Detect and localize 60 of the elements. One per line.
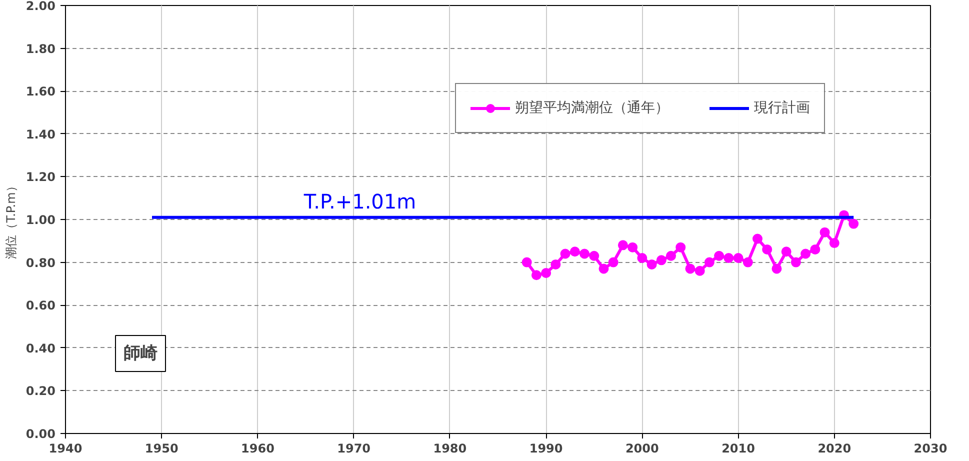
legend-label: 朔望平均満潮位（通年） [515,99,669,117]
point [724,253,734,264]
x-tick-label: 2030 [914,442,948,456]
point [646,259,657,270]
y-tick-label: 0.00 [26,427,56,441]
x-tick-label: 1980 [433,442,467,456]
point [608,257,618,268]
x-tick-label: 1940 [48,442,82,456]
point [598,264,609,274]
point [685,264,696,274]
y-tick-label: 1.80 [26,42,56,56]
x-tick-label: 1970 [337,442,371,456]
y-tick-label: 0.20 [26,384,56,398]
y-tick-label: 1.60 [26,84,56,99]
point [848,218,859,229]
x-tick-label: 2000 [625,442,659,456]
x-tick-label: 2010 [722,442,755,456]
point [676,242,686,252]
point [742,257,753,268]
point [781,246,792,257]
point [589,250,600,261]
y-tick-label: 0.40 [26,341,56,356]
point [656,255,666,266]
y-tick-label: 0.60 [26,298,56,313]
y-tick-label: 0.80 [26,256,56,270]
point [531,270,542,280]
point [762,244,772,254]
x-tick-label: 1950 [144,442,178,456]
point [800,248,811,259]
point [637,253,648,264]
point [618,240,628,250]
y-tick-label: 1.20 [26,170,56,184]
point [752,234,762,244]
x-tick-label: 1990 [529,442,563,456]
point [522,257,532,268]
point [790,257,801,268]
point [714,250,724,261]
point [580,248,590,259]
point [570,246,580,257]
y-tick-label: 2.00 [26,0,56,13]
x-tick-label: 1960 [241,442,274,456]
y-tick-label: 1.40 [26,127,56,142]
point [550,259,561,270]
point [733,253,744,264]
point [704,257,714,268]
point [810,244,820,254]
point [628,242,638,252]
point [694,266,705,276]
point [666,250,676,261]
annotation: 師崎 [124,344,158,364]
point [541,268,552,278]
point [829,238,840,248]
y-axis-title: 潮位（T.P.m） [4,180,18,259]
x-tick-label: 2020 [818,442,852,456]
point [772,264,782,274]
y-tick-label: 1.00 [26,213,56,227]
annotation: T.P.+1.01m [302,189,416,214]
point [820,227,830,238]
legend-label: 現行計画 [754,99,810,117]
point [560,248,570,259]
